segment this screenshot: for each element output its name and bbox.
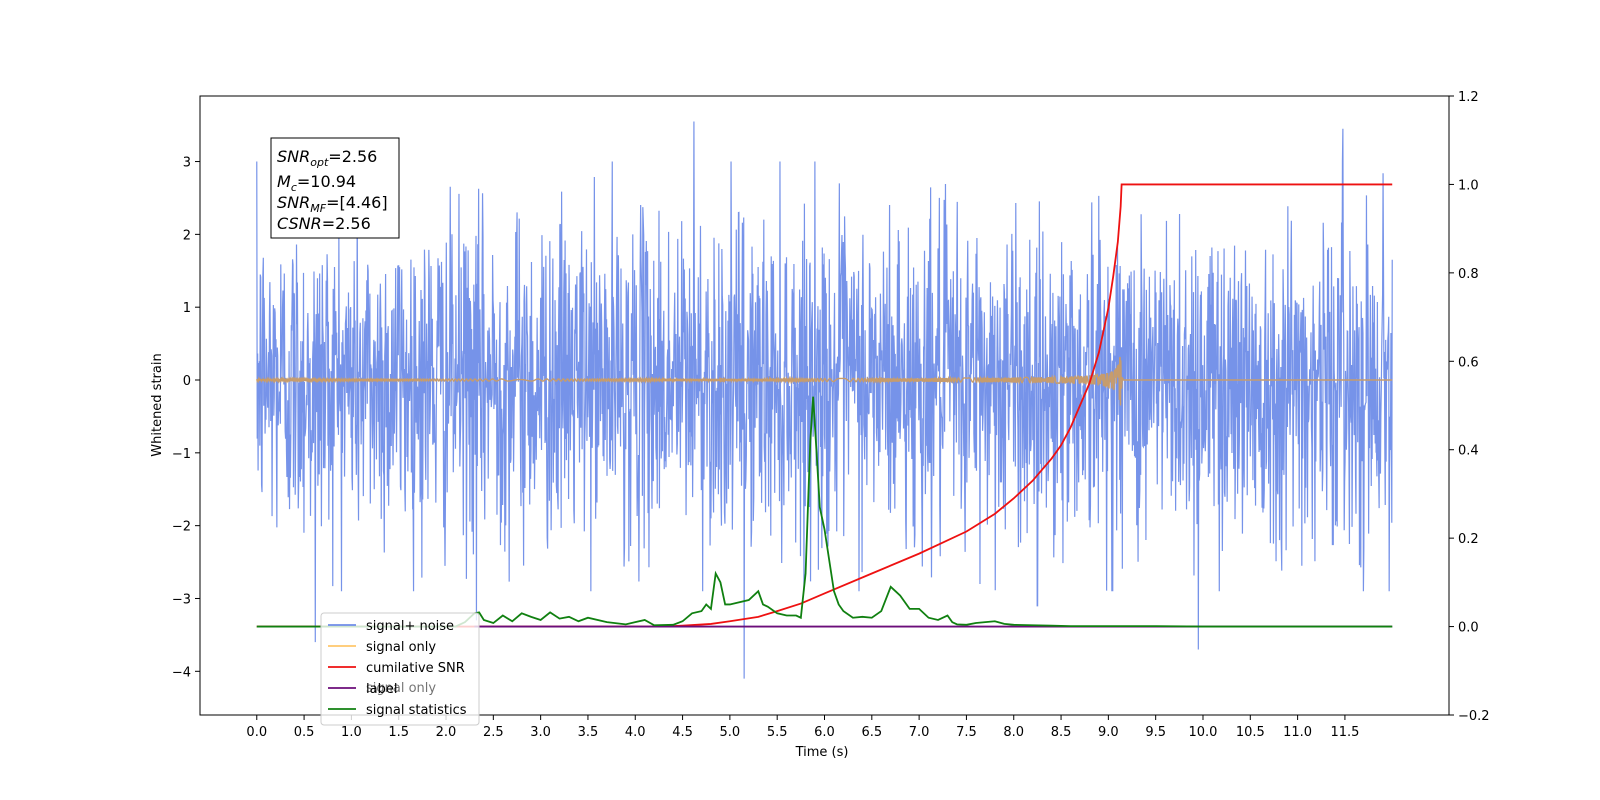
series-signal-only <box>256 356 1393 406</box>
annotation-mc: Mc=10.94 <box>277 172 356 194</box>
annotation-csnr: CSNR=2.56 <box>277 214 371 233</box>
y-tick-label: 3 <box>183 156 191 171</box>
y2-tick-label: 1.0 <box>1458 178 1479 193</box>
y2-tick-label: 0.2 <box>1458 532 1479 547</box>
y-tick-label: −1 <box>172 447 191 462</box>
series-cumilative-snr <box>256 183 1393 628</box>
annotation-snr-opt-value: =2.56 <box>328 147 377 166</box>
y-tick-label: 0 <box>183 374 191 389</box>
y-tick-label: 2 <box>183 228 191 243</box>
legend-label-signal-only: signal only <box>366 640 436 655</box>
x-axis-ticks: 0.0 0.5 1.0 1.5 2.0 2.5 3.0 3.5 4.0 4.5 5.0 5.5 6.0 6… <box>246 715 1359 740</box>
x-tick-label: 6.0 <box>814 725 835 740</box>
x-tick-label: 5.0 <box>720 725 741 740</box>
annotation-box: SNRopt=2.56 Mc=10.94 SNRMF=[4.46] CSNR=2… <box>270 137 400 239</box>
y-axis-label: Whitened strain <box>150 353 165 456</box>
x-axis-label: Time (s) <box>795 745 849 760</box>
annotation-snr-mf: SNRMF=[4.46] <box>277 193 388 215</box>
x-tick-label: 0.0 <box>246 725 267 740</box>
y2-tick-label: 1.2 <box>1458 90 1479 105</box>
legend-label-label: label <box>366 682 397 697</box>
x-tick-label: 10.5 <box>1236 725 1265 740</box>
x-tick-label: 3.5 <box>578 725 599 740</box>
x-tick-label: 8.5 <box>1051 725 1072 740</box>
legend-label-cumulative-snr: cumilative SNR <box>366 661 465 676</box>
y-tick-label: 1 <box>183 301 191 316</box>
y-tick-label: −3 <box>172 592 191 607</box>
x-tick-label: 1.0 <box>341 725 362 740</box>
legend-frame <box>320 612 480 726</box>
x-tick-label: 0.5 <box>294 725 315 740</box>
x-tick-label: 9.5 <box>1145 725 1166 740</box>
annotation-mc-value: =10.94 <box>297 172 356 191</box>
x-tick-label: 8.0 <box>1003 725 1024 740</box>
annotation-csnr-value: =2.56 <box>322 214 371 233</box>
x-tick-label: 2.5 <box>483 725 504 740</box>
y2-axis-ticks: 1.2 1.0 0.8 0.6 0.4 0.2 0.0 −0.2 <box>1449 90 1490 724</box>
x-tick-label: 6.5 <box>861 725 882 740</box>
legend-hidden-text: signal only <box>366 681 436 696</box>
x-tick-label: 11.0 <box>1283 725 1312 740</box>
y2-tick-label: 0.0 <box>1458 621 1479 636</box>
x-tick-label: 4.5 <box>672 725 693 740</box>
y2-tick-label: −0.2 <box>1458 709 1490 724</box>
x-tick-label: 7.0 <box>909 725 930 740</box>
x-tick-label: 11.5 <box>1330 725 1359 740</box>
x-tick-label: 1.5 <box>388 725 409 740</box>
x-tick-label: 3.0 <box>530 725 551 740</box>
y2-tick-label: 0.6 <box>1458 355 1479 370</box>
x-tick-label: 9.0 <box>1098 725 1119 740</box>
annotation-snr-opt: SNRopt=2.56 <box>277 147 377 169</box>
x-tick-label: 2.0 <box>436 725 457 740</box>
y-axis-ticks: 3 2 1 0 −1 −2 −3 −4 <box>172 156 200 680</box>
x-tick-label: 7.5 <box>956 725 977 740</box>
legend-label-signal-noise: signal+ noise <box>366 619 454 634</box>
x-tick-label: 4.0 <box>625 725 646 740</box>
annotation-frame <box>270 137 400 239</box>
y-tick-label: −2 <box>172 520 191 535</box>
y2-tick-label: 0.8 <box>1458 267 1479 282</box>
x-tick-label: 10.0 <box>1189 725 1218 740</box>
y2-tick-label: 0.4 <box>1458 444 1479 459</box>
series-signal-noise <box>256 121 1393 679</box>
x-tick-label: 5.5 <box>767 725 788 740</box>
y-tick-label: −4 <box>172 665 191 680</box>
annotation-snr-mf-value: =[4.46] <box>326 193 388 212</box>
series-signal-statistics <box>256 396 1393 628</box>
legend: signal only signal+ noise signal only cu… <box>320 612 480 726</box>
series-layer <box>256 121 1393 679</box>
legend-label-signal-statistics: signal statistics <box>366 703 467 718</box>
